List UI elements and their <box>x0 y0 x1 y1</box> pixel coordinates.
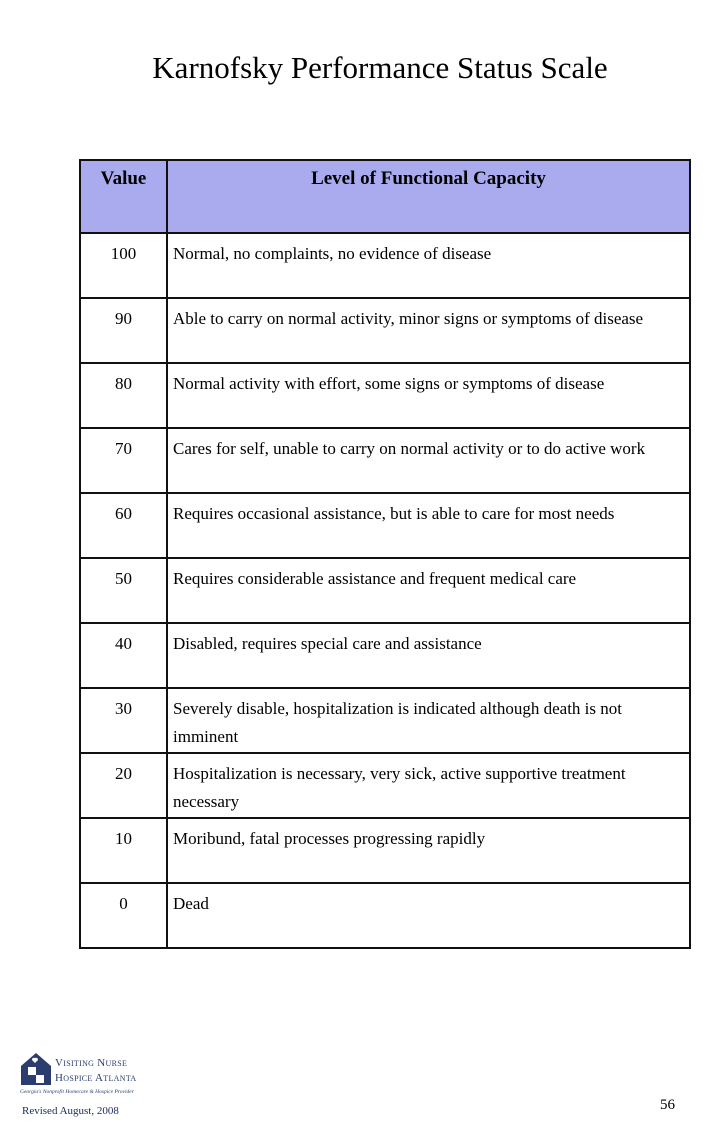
description-cell: Moribund, fatal processes progressing ra… <box>166 817 691 884</box>
header-level: Level of Functional Capacity <box>166 159 691 234</box>
description-cell: Normal activity with effort, some signs … <box>166 362 691 429</box>
karnofsky-table: Value Level of Functional Capacity 100 No… <box>79 159 691 949</box>
value-cell: 10 <box>79 817 168 884</box>
table-row: 40 Disabled, requires special care and as… <box>79 622 691 689</box>
revised-date: Revised August, 2008 <box>22 1105 119 1117</box>
description-cell: Cares for self, unable to carry on norma… <box>166 427 691 494</box>
table-row: 80 Normal activity with effort, some sign… <box>79 362 691 429</box>
value-cell: 90 <box>79 297 168 364</box>
table-row: 100 Normal, no complaints, no evidence of… <box>79 232 691 299</box>
value-cell: 30 <box>79 687 168 754</box>
description-cell: Severely disable, hospitalization is ind… <box>166 687 691 754</box>
description-cell: Hospitalization is necessary, very sick,… <box>166 752 691 819</box>
description-cell: Dead <box>166 882 691 949</box>
logo-line2: Hospice Atlanta <box>55 1072 137 1084</box>
value-cell: 80 <box>79 362 168 429</box>
value-cell: 40 <box>79 622 168 689</box>
value-cell: 50 <box>79 557 168 624</box>
table-row: 50 Requires considerable assistance and f… <box>79 557 691 624</box>
table-row: 10 Moribund, fatal processes progressing … <box>79 817 691 884</box>
description-cell: Requires occasional assistance, but is a… <box>166 492 691 559</box>
table-row: 60 Requires occasional assistance, but is… <box>79 492 691 559</box>
value-cell: 60 <box>79 492 168 559</box>
page-number: 56 <box>660 1097 675 1113</box>
table-row: 90 Able to carry on normal activity, mino… <box>79 297 691 364</box>
logo-tagline: Georgia's Nonprofit Homecare & Hospice P… <box>20 1089 134 1095</box>
table-row: 70 Cares for self, unable to carry on nor… <box>79 427 691 494</box>
value-cell: 100 <box>79 232 168 299</box>
logo-line1: Visiting Nurse <box>55 1057 128 1069</box>
description-cell: Disabled, requires special care and assi… <box>166 622 691 689</box>
table-row: 30 Severely disable, hospitalization is i… <box>79 687 691 754</box>
header-value: Value <box>79 159 168 234</box>
description-cell: Normal, no complaints, no evidence of di… <box>166 232 691 299</box>
logo: Visiting Nurse Hospice Atlanta Georgia's … <box>20 1052 140 1095</box>
house-logo-icon <box>21 1053 51 1085</box>
table-row: 0 Dead <box>79 882 691 949</box>
description-cell: Able to carry on normal activity, minor … <box>166 297 691 364</box>
value-cell: 0 <box>79 882 168 949</box>
description-cell: Requires considerable assistance and fre… <box>166 557 691 624</box>
page-title: Karnofsky Performance Status Scale <box>152 50 608 85</box>
table-row: 20 Hospitalization is necessary, very sic… <box>79 752 691 819</box>
value-cell: 20 <box>79 752 168 819</box>
value-cell: 70 <box>79 427 168 494</box>
